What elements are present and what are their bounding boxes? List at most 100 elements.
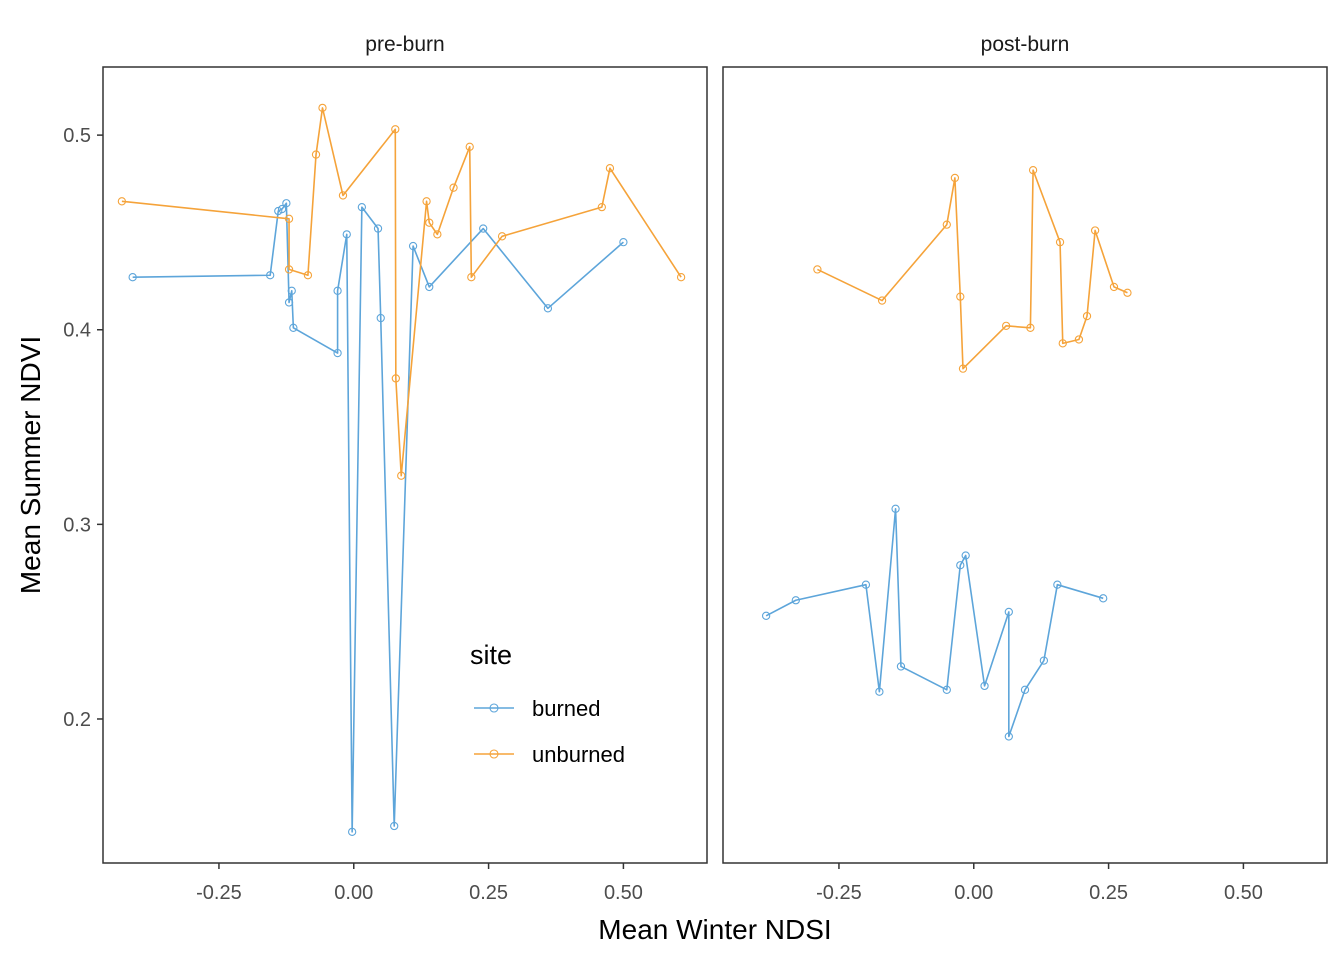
data-point-unburned xyxy=(1090,226,1100,235)
y-axis: 0.2 0.3 0.4 0.5 xyxy=(63,125,103,731)
y-tick-label: 0.4 xyxy=(63,320,91,342)
x-tick-label: 0.00 xyxy=(334,882,373,904)
legend-title: site xyxy=(470,640,512,670)
data-point-unburned xyxy=(391,374,400,383)
data-point-burned xyxy=(619,238,628,247)
data-point-burned xyxy=(287,286,296,295)
data-point-unburned xyxy=(284,265,294,274)
data-point-unburned xyxy=(1109,282,1119,292)
data-point-unburned xyxy=(318,103,327,113)
data-point-unburned xyxy=(284,214,294,223)
data-point-burned xyxy=(896,662,906,671)
data-point-unburned xyxy=(1058,339,1067,348)
data-point-burned xyxy=(357,202,367,212)
data-point-unburned xyxy=(467,273,476,282)
data-point-burned xyxy=(390,821,399,831)
data-point-unburned xyxy=(422,197,431,206)
legend-label-burned: burned xyxy=(532,696,601,721)
data-point-unburned xyxy=(117,197,127,206)
data-point-burned xyxy=(289,323,298,332)
x-tick-label: -0.25 xyxy=(816,882,862,904)
data-point-burned xyxy=(282,199,291,208)
data-point-unburned xyxy=(676,273,686,282)
data-point-unburned xyxy=(950,173,960,183)
x-axis-title: Mean Winter NDSI xyxy=(598,914,831,945)
data-point-unburned xyxy=(397,471,406,480)
x-tick-label: 0.50 xyxy=(604,882,643,904)
data-point-burned xyxy=(373,224,383,233)
data-point-burned xyxy=(342,230,351,239)
data-point-unburned xyxy=(597,202,606,212)
data-point-unburned xyxy=(605,164,615,173)
data-point-burned xyxy=(891,504,900,513)
legend-point-unburned xyxy=(489,749,499,759)
data-point-unburned xyxy=(1055,238,1065,247)
data-point-burned xyxy=(1053,580,1062,589)
x-tick-label: -0.25 xyxy=(196,882,242,904)
data-point-unburned xyxy=(1123,288,1132,297)
data-point-burned xyxy=(277,204,287,214)
data-point-burned xyxy=(1039,656,1049,665)
x-tick-label: 0.25 xyxy=(1089,882,1128,904)
legend-item-burned: burned xyxy=(474,696,601,721)
data-point-unburned xyxy=(1026,323,1035,332)
data-point-burned xyxy=(128,273,137,282)
data-point-burned xyxy=(1020,685,1030,694)
panel-border xyxy=(102,66,708,864)
data-point-burned xyxy=(961,551,970,560)
data-point-unburned xyxy=(303,271,313,280)
data-point-unburned xyxy=(391,125,400,134)
series-line-unburned xyxy=(121,107,682,477)
y-tick-label: 0.2 xyxy=(63,709,91,731)
panel-title-pre-burn: pre-burn xyxy=(365,33,444,56)
data-point-unburned xyxy=(497,232,507,241)
panel-title-post-burn: post-burn xyxy=(981,33,1070,56)
data-point-unburned xyxy=(942,220,951,229)
data-point-unburned xyxy=(433,230,442,239)
data-point-unburned xyxy=(1028,165,1038,175)
data-point-burned xyxy=(791,596,800,605)
panel-post-burn xyxy=(722,66,1328,864)
data-point-burned xyxy=(956,561,965,570)
data-point-unburned xyxy=(1082,311,1092,321)
series-unburned xyxy=(117,103,686,480)
data-point-burned xyxy=(1099,594,1108,603)
data-point-unburned xyxy=(311,150,321,159)
x-tick-label: 0.25 xyxy=(469,882,508,904)
series-burned xyxy=(128,199,628,837)
y-tick-label: 0.3 xyxy=(63,514,91,536)
y-axis-title: Mean Summer NDVI xyxy=(15,336,46,594)
data-point-burned xyxy=(347,827,357,837)
data-point-unburned xyxy=(425,218,434,227)
x-axis-post-burn: -0.25 0.00 0.25 0.50 xyxy=(816,863,1263,904)
y-tick-label: 0.5 xyxy=(63,125,91,147)
data-point-burned xyxy=(861,580,871,589)
data-point-unburned xyxy=(449,183,458,192)
data-point-unburned xyxy=(813,265,822,274)
x-tick-label: 0.00 xyxy=(954,882,993,904)
data-point-burned xyxy=(266,271,275,280)
series-line-burned xyxy=(765,507,1104,738)
data-point-burned xyxy=(333,348,342,358)
panel-border xyxy=(722,66,1328,864)
data-point-burned xyxy=(980,681,989,691)
data-point-burned xyxy=(543,304,553,313)
data-point-burned xyxy=(1004,732,1013,741)
legend-label-unburned: unburned xyxy=(532,742,625,767)
legend-item-unburned: unburned xyxy=(474,742,625,767)
legend: site burned unburned xyxy=(470,640,625,767)
data-point-unburned xyxy=(877,296,887,305)
x-tick-label: 0.50 xyxy=(1224,882,1263,904)
data-point-burned xyxy=(1004,607,1013,617)
data-point-burned xyxy=(942,685,951,694)
data-point-unburned xyxy=(958,364,968,373)
series-unburned xyxy=(813,165,1132,373)
data-point-unburned xyxy=(956,292,965,301)
data-point-unburned xyxy=(1074,335,1084,344)
x-axis-pre-burn: -0.25 0.00 0.25 0.50 xyxy=(196,863,643,904)
data-point-unburned xyxy=(1001,321,1011,330)
data-point-unburned xyxy=(338,191,348,200)
series-line-burned xyxy=(132,202,624,833)
